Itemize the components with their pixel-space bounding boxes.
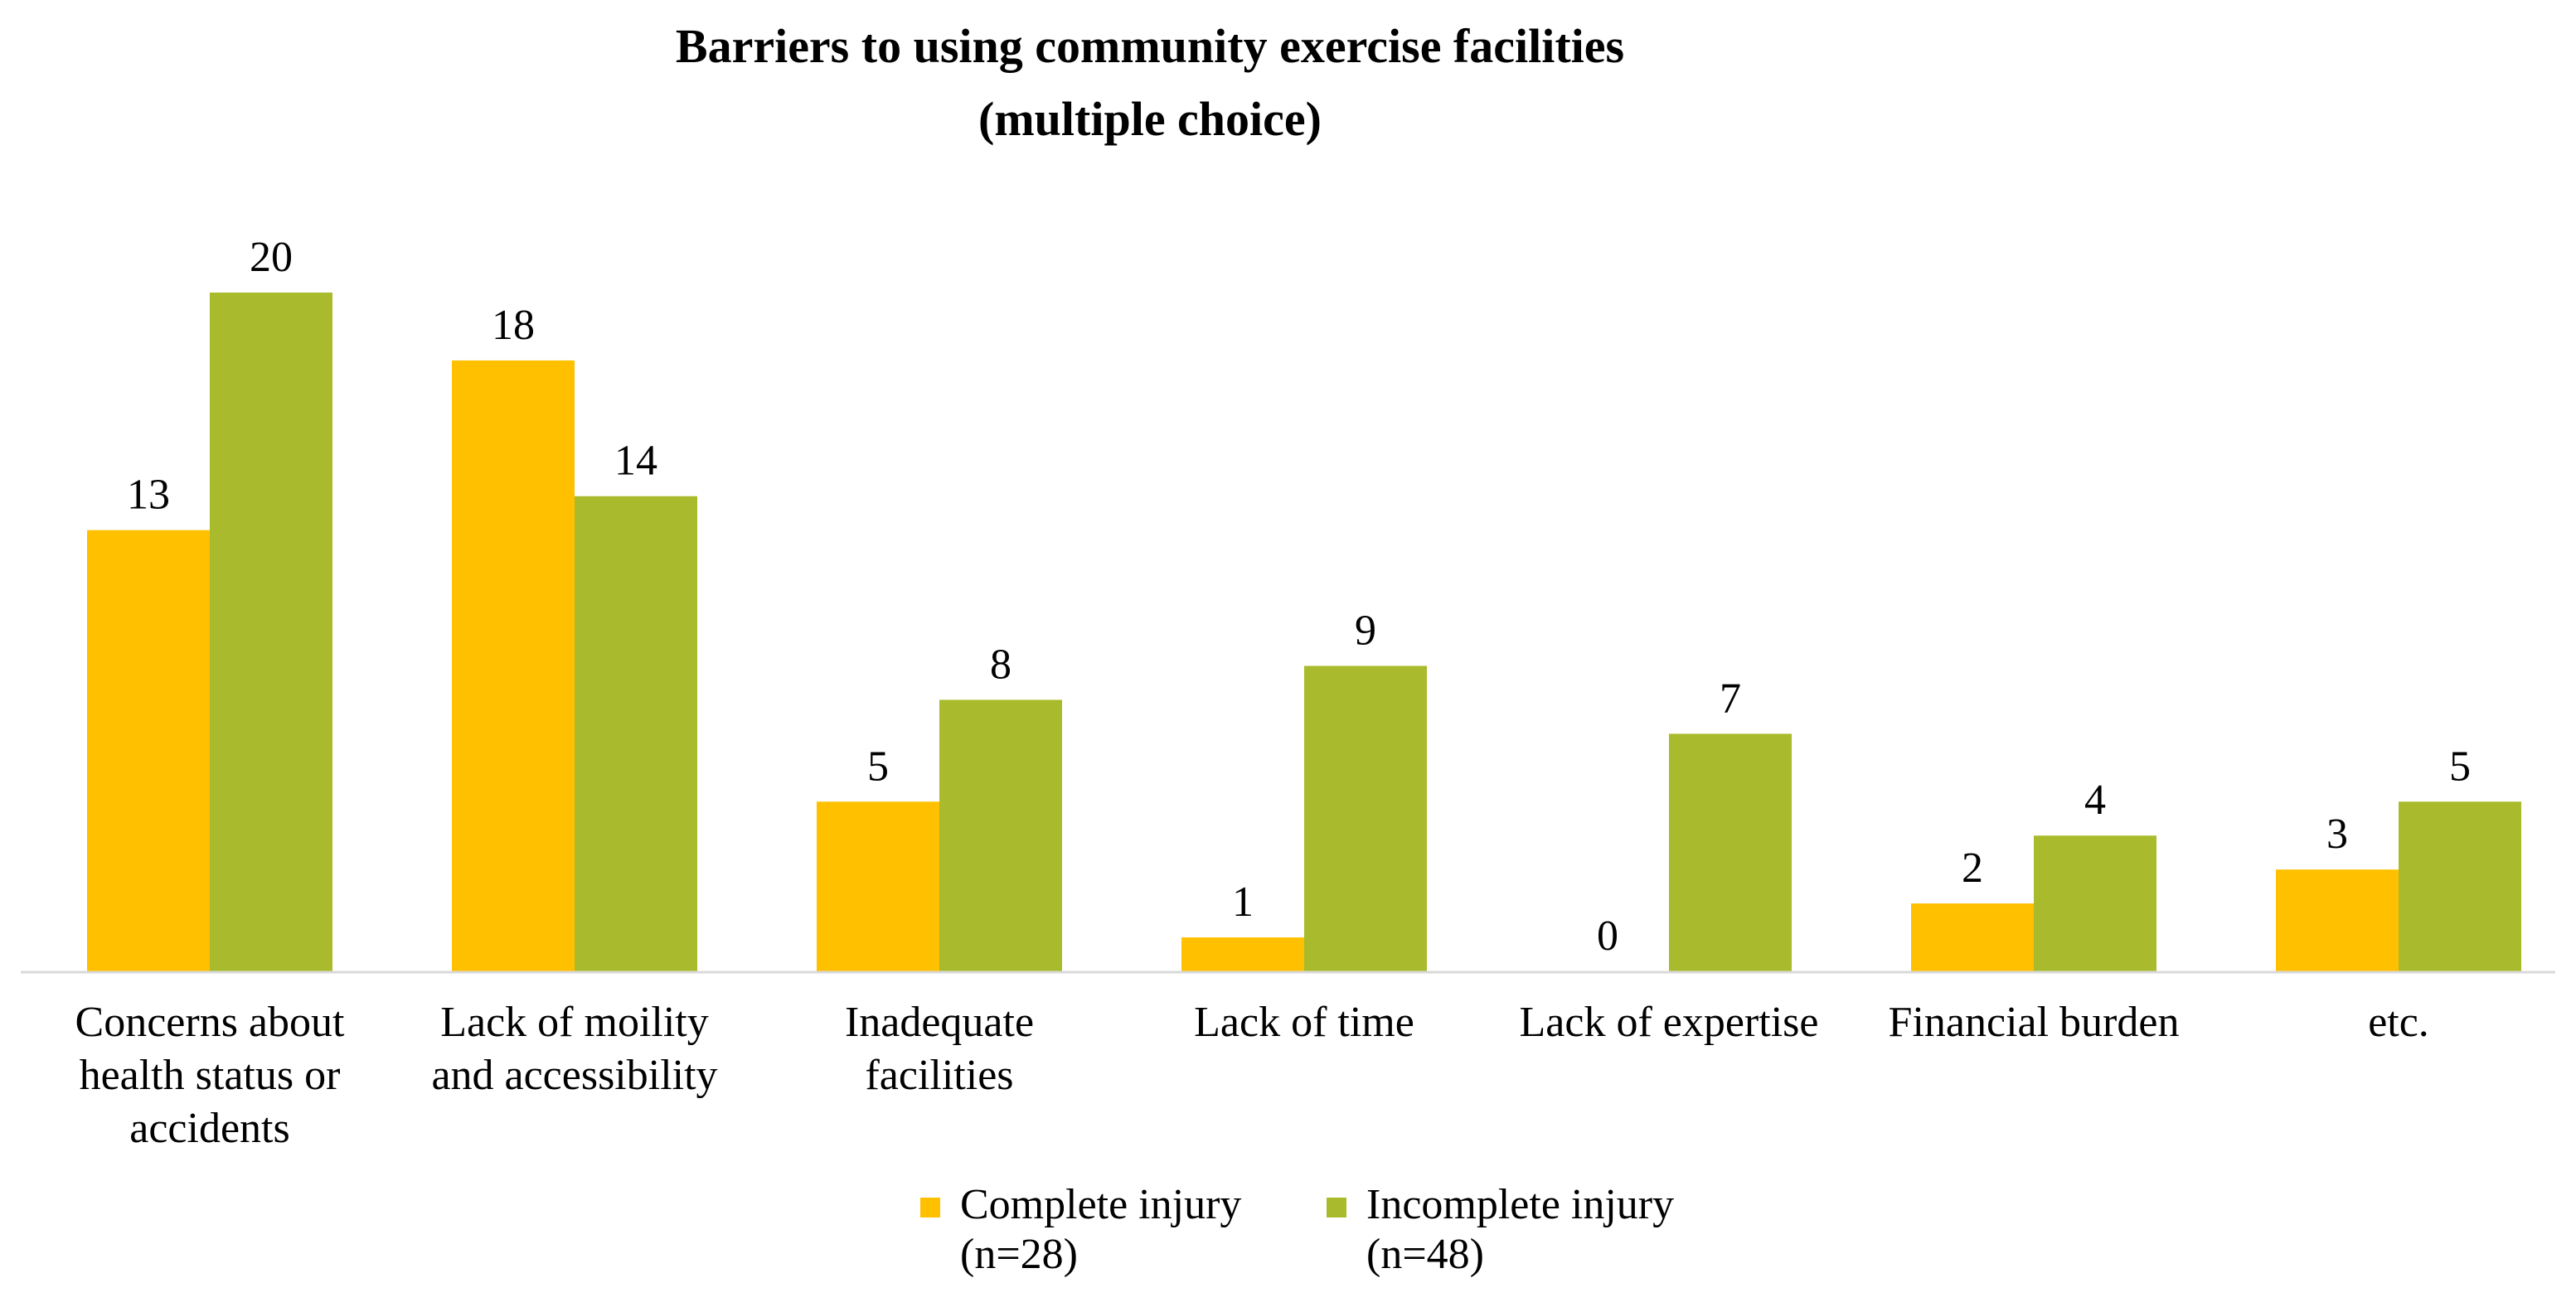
bar-incomplete-1 xyxy=(575,496,697,971)
data-label-complete-0: 13 xyxy=(127,472,170,519)
x-tick-label-line: Lack of time xyxy=(1194,999,1414,1046)
data-label-incomplete-0: 20 xyxy=(250,234,293,281)
data-label-complete-2: 5 xyxy=(867,743,889,790)
x-tick-label-line: Lack of expertise xyxy=(1519,999,1819,1046)
x-tick-label-line: facilities xyxy=(865,1052,1014,1099)
data-label-complete-6: 3 xyxy=(2326,811,2348,858)
data-label-complete-5: 2 xyxy=(1962,845,1983,892)
x-tick-label-3: Lack of time xyxy=(1138,996,1470,1049)
bar-incomplete-4 xyxy=(1669,733,1792,971)
x-tick-label-line: health status or xyxy=(79,1052,341,1099)
bar-complete-3 xyxy=(1181,937,1304,971)
bar-incomplete-0 xyxy=(210,293,332,971)
data-label-incomplete-2: 8 xyxy=(990,641,1011,688)
bar-incomplete-3 xyxy=(1304,666,1427,971)
chart-subtitle: (multiple choice) xyxy=(978,92,1322,146)
x-tick-label-line: Concerns about xyxy=(75,999,345,1046)
data-label-incomplete-4: 7 xyxy=(1720,675,1741,722)
bar-complete-6 xyxy=(2276,869,2399,971)
data-label-incomplete-5: 4 xyxy=(2084,777,2106,824)
x-tick-label-4: Lack of expertise xyxy=(1503,996,1835,1049)
x-tick-label-6: etc. xyxy=(2233,996,2564,1049)
bar-complete-5 xyxy=(1911,903,2034,971)
legend-label: Complete injury (n=28) xyxy=(960,1180,1241,1280)
bar-complete-0 xyxy=(87,530,210,971)
data-label-incomplete-1: 14 xyxy=(614,438,657,485)
x-tick-label-0: Concerns about health status or accidents xyxy=(44,996,376,1155)
legend-swatch xyxy=(1327,1198,1346,1217)
data-label-incomplete-6: 5 xyxy=(2449,743,2471,790)
x-tick-label-line: and accessibility xyxy=(431,1052,718,1099)
chart-title-main: Barriers to using community exercise fac… xyxy=(675,19,1625,73)
data-label-complete-3: 1 xyxy=(1232,879,1254,926)
legend-label-line: (n=48) xyxy=(1366,1231,1484,1278)
legend-label: Incomplete injury (n=48) xyxy=(1366,1180,1674,1280)
bar-incomplete-6 xyxy=(2399,801,2521,971)
x-tick-label-line: Financial burden xyxy=(1888,999,2180,1046)
bar-incomplete-2 xyxy=(939,699,1062,971)
chart-title: Barriers to using community exercise fac… xyxy=(0,10,2300,156)
bar-complete-1 xyxy=(452,360,575,971)
legend-label-line: (n=28) xyxy=(960,1231,1078,1278)
legend-swatch xyxy=(920,1198,940,1217)
data-label-complete-4: 0 xyxy=(1597,912,1618,960)
x-tick-label-2: Inadequate facilities xyxy=(774,996,1105,1102)
legend-label-line: Incomplete injury xyxy=(1366,1181,1675,1228)
x-tick-label-line: etc. xyxy=(2368,999,2429,1046)
bar-incomplete-5 xyxy=(2034,835,2156,971)
bar-complete-2 xyxy=(817,801,939,971)
legend-label-line: Complete injury xyxy=(960,1181,1242,1228)
data-label-complete-1: 18 xyxy=(492,302,535,349)
x-tick-label-line: Lack of moility xyxy=(440,999,709,1046)
chart-legend: Complete injury (n=28) Incomplete injury (n… xyxy=(0,1180,2576,1305)
x-tick-label-line: accidents xyxy=(129,1105,290,1152)
x-tick-label-5: Financial burden xyxy=(1868,996,2200,1049)
data-label-incomplete-3: 9 xyxy=(1355,607,1376,654)
x-tick-label-1: Lack of moility and accessibility xyxy=(409,996,740,1102)
x-tick-label-line: Inadequate xyxy=(844,999,1035,1046)
